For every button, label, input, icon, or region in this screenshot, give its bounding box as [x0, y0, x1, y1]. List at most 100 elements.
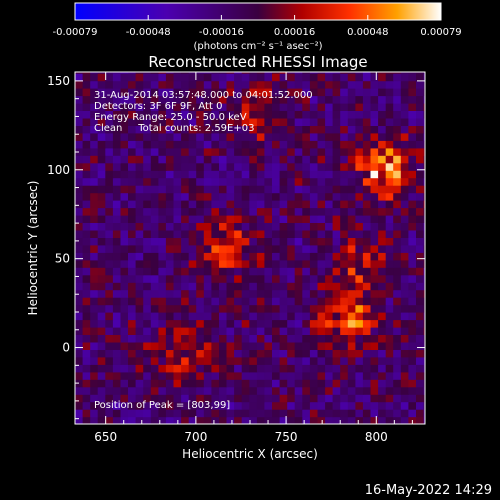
heatmap-cell — [340, 349, 349, 358]
heatmap-cell — [302, 312, 311, 321]
heatmap-cell — [416, 416, 425, 424]
heatmap-cell — [355, 155, 364, 164]
heatmap-cell — [287, 229, 296, 238]
heatmap-cell — [211, 237, 220, 246]
heatmap-cell — [287, 132, 296, 141]
heatmap-cell — [340, 394, 349, 403]
heatmap-cell — [393, 132, 402, 141]
heatmap-cell — [196, 229, 205, 238]
heatmap-cell — [279, 252, 288, 261]
heatmap-cell — [97, 73, 106, 82]
heatmap-cell — [423, 349, 425, 358]
heatmap-cell — [97, 110, 106, 119]
heatmap-cell — [105, 341, 114, 350]
heatmap-cell — [143, 326, 152, 335]
heatmap-cell — [105, 222, 114, 231]
heatmap-cell — [362, 244, 372, 253]
heatmap-cell — [188, 349, 197, 358]
heatmap-cell — [165, 110, 175, 119]
heatmap-cell — [279, 326, 288, 335]
heatmap-cell — [309, 371, 319, 380]
heatmap-cell — [325, 125, 334, 134]
heatmap-cell — [400, 229, 409, 238]
heatmap-cell — [325, 401, 334, 410]
heatmap-cell — [219, 394, 228, 403]
heatmap-cell — [408, 185, 417, 194]
heatmap-cell — [181, 244, 190, 253]
heatmap-cell — [325, 73, 334, 82]
heatmap-cell — [75, 207, 84, 216]
heatmap-cell — [188, 170, 197, 179]
heatmap-cell — [256, 222, 266, 231]
heatmap-cell — [325, 162, 334, 171]
heatmap-cell — [120, 409, 129, 418]
heatmap-cell — [416, 72, 425, 74]
heatmap-cell — [173, 312, 182, 321]
heatmap-cell — [423, 416, 425, 424]
heatmap-cell — [128, 185, 137, 194]
heatmap-cell — [264, 334, 273, 343]
heatmap-cell — [211, 356, 220, 365]
heatmap-cell — [90, 155, 99, 164]
heatmap-cell — [75, 274, 84, 283]
heatmap-cell — [272, 274, 281, 283]
heatmap-cell — [362, 304, 372, 313]
heatmap-cell — [128, 229, 137, 238]
heatmap-cell — [256, 73, 266, 82]
heatmap-cell — [112, 356, 122, 365]
heatmap-cell — [340, 237, 349, 246]
heatmap-cell — [226, 207, 235, 216]
heatmap-cell — [309, 95, 319, 104]
heatmap-cell — [408, 192, 417, 201]
heatmap-cell — [287, 334, 296, 343]
heatmap-cell — [219, 192, 228, 201]
heatmap-cell — [249, 95, 258, 104]
heatmap-cell — [165, 237, 175, 246]
heatmap-cell — [188, 409, 197, 418]
heatmap-cell — [112, 73, 122, 82]
heatmap-cell — [416, 297, 425, 306]
heatmap-cell — [325, 88, 334, 97]
heatmap-cell — [75, 95, 84, 104]
heatmap-cell — [143, 356, 152, 365]
heatmap-cell — [188, 88, 197, 97]
heatmap-cell — [332, 289, 341, 298]
heatmap-cell — [393, 267, 402, 276]
heatmap-cell — [423, 222, 425, 231]
heatmap-cell — [272, 117, 281, 126]
heatmap-cell — [309, 349, 319, 358]
heatmap-cell — [416, 73, 425, 82]
heatmap-cell — [219, 140, 228, 149]
heatmap-cell — [370, 177, 379, 186]
heatmap-cell — [264, 379, 273, 388]
heatmap-cell — [219, 312, 228, 321]
heatmap-cell — [211, 409, 220, 418]
heatmap-cell — [75, 155, 84, 164]
heatmap-cell — [378, 297, 387, 306]
heatmap-cell — [347, 237, 356, 246]
heatmap-cell — [112, 207, 122, 216]
heatmap-cell — [362, 379, 372, 388]
heatmap-cell — [82, 95, 91, 104]
heatmap-cell — [423, 326, 425, 335]
heatmap-cell — [416, 229, 425, 238]
heatmap-cell — [287, 297, 296, 306]
heatmap-cell — [400, 147, 409, 156]
heatmap-cell — [105, 162, 114, 171]
heatmap-cell — [332, 162, 341, 171]
heatmap-cell — [302, 147, 311, 156]
heatmap-cell — [211, 95, 220, 104]
heatmap-cell — [234, 222, 243, 231]
heatmap-cell — [181, 386, 190, 395]
heatmap-cell — [75, 222, 84, 231]
heatmap-cell — [105, 73, 114, 82]
heatmap-cell — [150, 379, 159, 388]
heatmap-cell — [181, 155, 190, 164]
heatmap-cell — [294, 349, 303, 358]
heatmap-cell — [165, 95, 175, 104]
heatmap-cell — [150, 259, 159, 268]
heatmap-cell — [294, 214, 303, 223]
heatmap-cell — [393, 386, 402, 395]
heatmap-cell — [256, 259, 266, 268]
